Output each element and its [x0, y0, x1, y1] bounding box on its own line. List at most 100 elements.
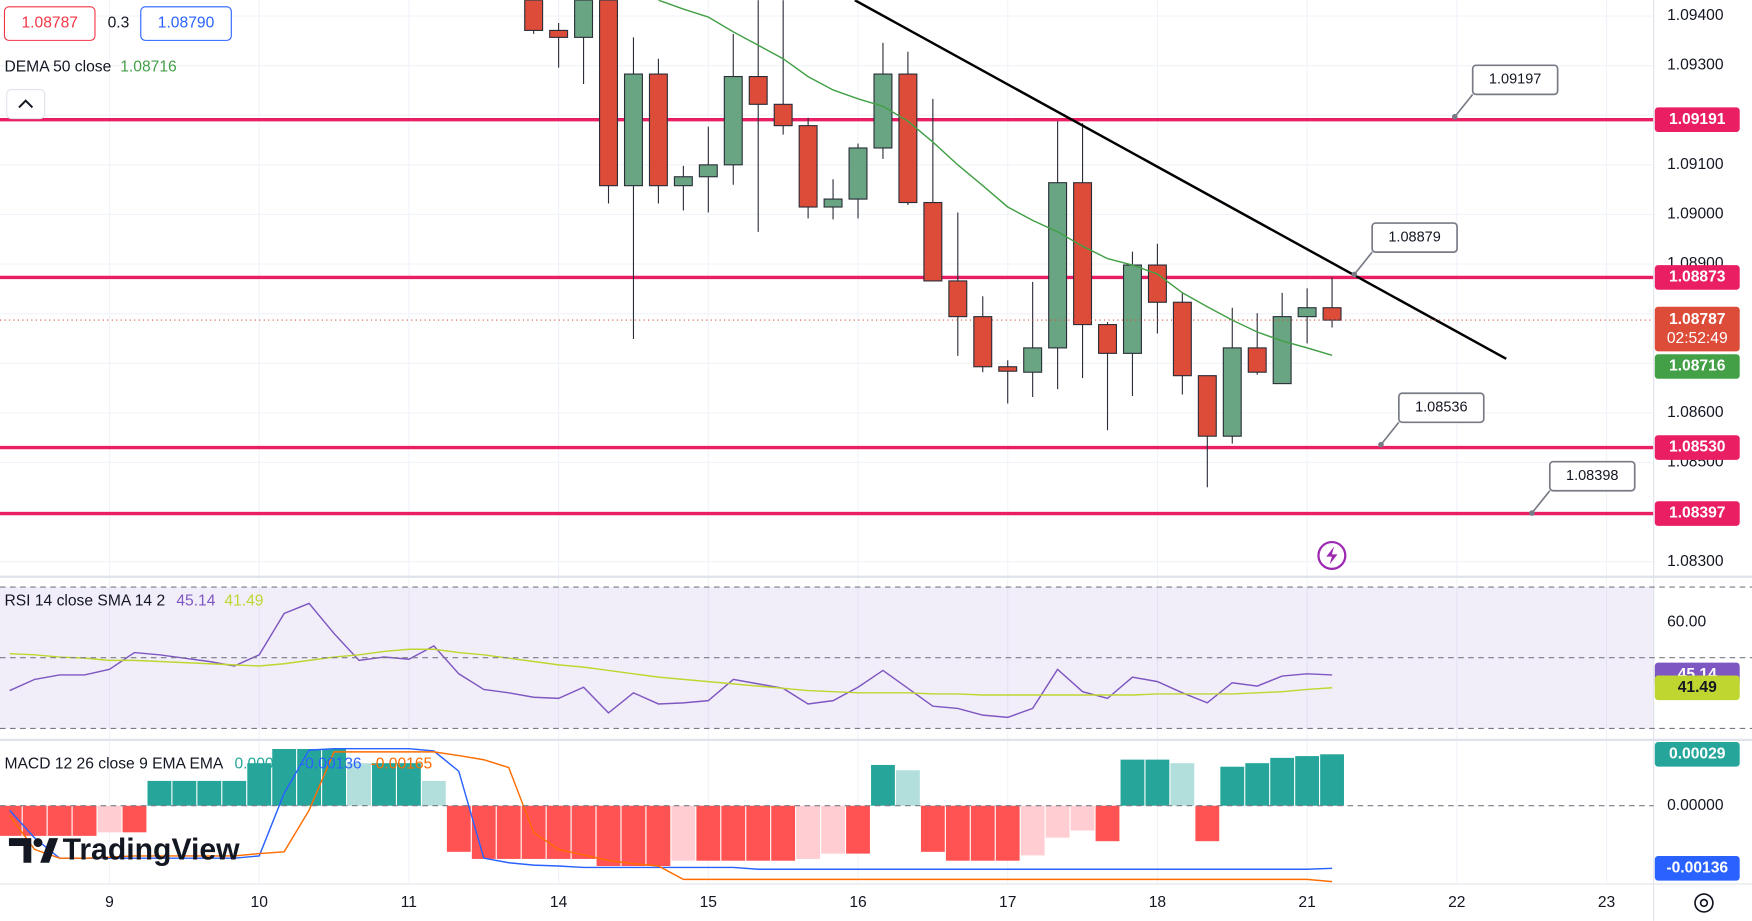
histogram-bar [796, 805, 821, 859]
histogram-bar [272, 748, 297, 806]
histogram-bar [895, 770, 920, 806]
callout-label: 1.08536 [1415, 400, 1467, 416]
candle-body [923, 201, 943, 282]
candle-body [574, 0, 594, 38]
callout-anchor [1351, 271, 1358, 278]
candle-body [1098, 324, 1118, 354]
histogram-bar [646, 805, 671, 867]
histogram-bar [945, 805, 970, 861]
dema-badge: 1.08716 [1669, 358, 1726, 375]
candle-body [524, 0, 544, 31]
legend-value: -0.00136 [300, 756, 362, 773]
candle-body [973, 316, 993, 368]
y-tick-label: 1.09300 [1667, 57, 1724, 74]
x-tick-label: 16 [849, 894, 866, 911]
settings-icon[interactable] [1694, 893, 1714, 913]
x-tick-label: 17 [999, 894, 1016, 911]
histogram-bar [1120, 759, 1145, 806]
legend-dema-value: 1.08716 [120, 58, 176, 75]
candle-body [599, 0, 619, 187]
candle-body [898, 73, 918, 204]
legend-layer: 1.08787 0.3 1.08790 TradingView DEMA 50 … [3, 6, 1714, 913]
candle-body [1322, 307, 1342, 321]
x-tick-label: 11 [401, 894, 417, 911]
bid-box[interactable] [3, 6, 96, 41]
ask-box[interactable] [140, 6, 232, 41]
callout-pointer [1454, 93, 1474, 118]
macd-line [9, 751, 1333, 883]
callout-box [1371, 222, 1458, 253]
histogram-bar [446, 805, 471, 852]
histogram-bar [197, 780, 222, 806]
candle-body [1222, 347, 1242, 437]
histogram-bar [1195, 805, 1220, 842]
rsi-badge-bg [1654, 675, 1740, 701]
x-tick-label: 22 [1448, 894, 1465, 911]
histogram-badge: 0.00029 [1669, 745, 1726, 762]
candle-body [1172, 301, 1192, 377]
legend-value: 45.14 [176, 592, 215, 609]
histogram-bar [297, 748, 322, 806]
callout-pointer [1353, 251, 1373, 275]
candle-body [723, 75, 743, 166]
y-tick-label: 1.09000 [1667, 206, 1724, 223]
histogram-bar [696, 805, 721, 861]
level-badge-bg [1654, 501, 1740, 526]
legend-value: 41.49 [224, 592, 263, 609]
price-badge-bg [1654, 306, 1740, 352]
price-pane: 1.09197 1.08879 1.08536 1.08398 [0, 0, 1654, 516]
dema-line [658, 0, 1333, 357]
level-badge-bg [1654, 265, 1740, 290]
candle-body [948, 280, 968, 318]
histogram-bar [746, 805, 771, 861]
candle-body [623, 73, 643, 187]
axis-layer: 1.094001.093001.092001.091001.090001.089… [0, 7, 1752, 911]
candle-body [1297, 307, 1317, 318]
level-badge: 1.09191 [1669, 111, 1726, 128]
candle-body [1197, 375, 1217, 437]
histogram-bar [372, 763, 396, 806]
histogram-bar [147, 780, 172, 806]
histogram-bar [1170, 763, 1195, 806]
macd-line [9, 747, 1333, 870]
x-tick-label: 23 [1598, 894, 1615, 911]
histogram-bar [571, 805, 596, 859]
candle-body [823, 198, 843, 208]
level-badge: 1.08530 [1669, 439, 1726, 456]
histogram-bar [0, 805, 22, 836]
callout-anchor [1452, 113, 1458, 120]
chevron-icon [18, 99, 34, 109]
candle-body [549, 29, 569, 38]
candle-body [998, 366, 1018, 372]
macd-pane [0, 747, 1344, 883]
histogram-bar [1320, 754, 1344, 806]
level-badge-bg [1654, 435, 1740, 460]
callout-box [1398, 392, 1485, 424]
y-tick-label: 1.09100 [1667, 156, 1724, 173]
level-badge-bg [1654, 107, 1740, 132]
candle-body [673, 176, 693, 187]
histogram-bar [920, 805, 945, 852]
legend-title: MACD 12 26 close 9 EMA EMA [4, 756, 223, 773]
y-tick-label: 1.08300 [1667, 553, 1724, 570]
histogram-bar [471, 805, 496, 859]
candle-body [1048, 182, 1068, 349]
candle-body [648, 73, 668, 187]
candle-body [773, 103, 793, 127]
histogram-bar [1145, 759, 1170, 806]
rsi-line [9, 648, 1333, 696]
histogram-bar [347, 763, 371, 806]
callout-pointer [1531, 490, 1551, 514]
collapse-button[interactable] [6, 88, 46, 120]
histogram-bar [621, 805, 646, 867]
histogram-bar [122, 805, 147, 833]
histogram-bar [222, 780, 247, 806]
candle-body [1073, 182, 1093, 326]
x-tick-label: 21 [1298, 894, 1315, 911]
histogram-bar [671, 805, 696, 861]
alert-icon[interactable] [1317, 540, 1347, 570]
candle-body [873, 73, 893, 149]
histogram-bar [871, 764, 895, 806]
candle-body [1023, 347, 1043, 373]
countdown: 02:52:49 [1667, 330, 1728, 347]
